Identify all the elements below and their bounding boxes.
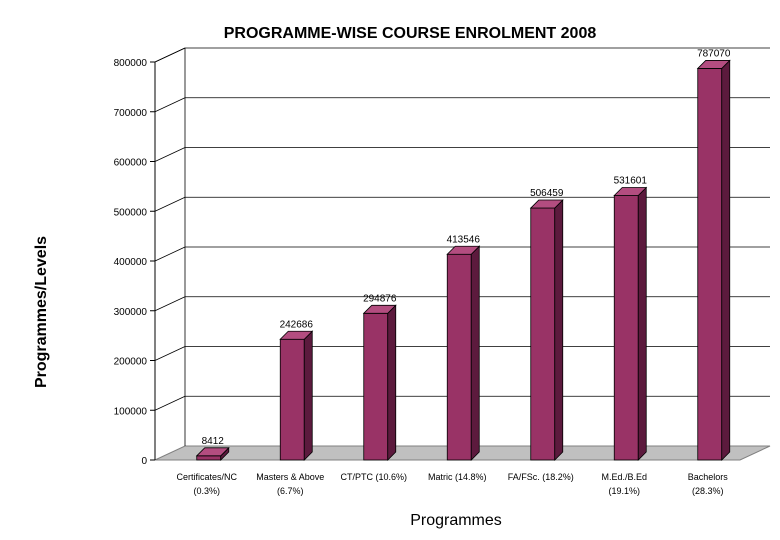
data-label: 294876	[363, 293, 397, 304]
chart-title: PROGRAMME-WISE COURSE ENROLMENT 2008	[224, 25, 597, 42]
y-tick-label: 400000	[114, 257, 148, 268]
bars	[195, 59, 731, 461]
data-label: 506459	[530, 188, 564, 199]
x-axis-label: Programmes	[410, 512, 502, 529]
data-label: 242686	[280, 319, 314, 330]
category-labels: Certificates/NC (0.3%) Masters & Above (6.7…	[176, 472, 728, 496]
category-label: Certificates/NC	[176, 472, 237, 482]
category-label: FA/FSc. (18.2%)	[508, 472, 574, 482]
y-tick-label: 800000	[114, 58, 148, 69]
data-label: 787070	[697, 48, 731, 59]
gridline-diagonal	[154, 395, 186, 411]
bar-side	[554, 199, 564, 461]
y-tick-label: 300000	[114, 307, 148, 318]
category-label: (6.7%)	[277, 486, 304, 496]
bar-top	[279, 330, 314, 340]
y-tick-label: 600000	[114, 158, 148, 169]
bar-top	[696, 60, 731, 69]
bar-top	[362, 304, 397, 314]
bar-front	[363, 312, 389, 461]
y-axis-ticks: 0 100000 200000 300000 400000 500000 600000 700…	[114, 58, 155, 467]
category-label: Masters & Above	[256, 472, 324, 482]
y-axis-label: Programmes/Levels	[33, 236, 50, 388]
y-tick-label: 700000	[114, 108, 148, 119]
category-label: (19.1%)	[608, 486, 640, 496]
bar	[446, 245, 481, 461]
bar	[696, 59, 731, 461]
bar-front	[446, 253, 472, 461]
bar-side	[637, 186, 647, 461]
bar-side	[387, 304, 397, 461]
category-label: (0.3%)	[193, 486, 220, 496]
bar-front	[697, 68, 723, 461]
data-label: 531601	[614, 176, 648, 187]
y-tick-label: 100000	[114, 406, 148, 417]
category-label: CT/PTC (10.6%)	[340, 472, 407, 482]
y-tick-label: 0	[141, 456, 147, 467]
bar	[613, 186, 648, 461]
bar-front	[530, 207, 556, 461]
gridline-diagonal	[154, 97, 186, 113]
bar-front	[279, 338, 305, 461]
bar	[195, 446, 230, 461]
top-edge	[154, 47, 186, 63]
bar	[529, 199, 564, 461]
bar	[362, 304, 397, 461]
gridline-diagonal	[154, 196, 186, 212]
gridline-diagonal	[154, 246, 186, 262]
bar-top	[529, 199, 564, 209]
data-label: 8412	[202, 436, 225, 447]
bar-top	[195, 447, 230, 457]
category-label: Matric (14.8%)	[428, 472, 487, 482]
category-label: (28.3%)	[692, 486, 724, 496]
bar-front	[613, 195, 639, 461]
bar-top	[613, 187, 648, 196]
data-labels: 8412 242686 294876 413546 506459 531601 787070	[202, 48, 731, 446]
data-label: 413546	[447, 234, 481, 245]
bar	[279, 330, 314, 461]
bar-top	[446, 245, 481, 255]
category-label: Bachelors	[688, 472, 729, 482]
gridline-diagonal	[154, 147, 186, 162]
bar-side	[721, 59, 731, 461]
y-tick-label: 500000	[114, 207, 148, 218]
bar-side	[470, 245, 480, 461]
gridline-diagonal	[154, 296, 186, 312]
y-tick-label: 200000	[114, 357, 148, 368]
category-label: M.Ed./B.Ed	[601, 472, 647, 482]
bar-front	[196, 455, 222, 461]
gridline-diagonal	[154, 346, 186, 361]
bar-side	[303, 330, 313, 461]
